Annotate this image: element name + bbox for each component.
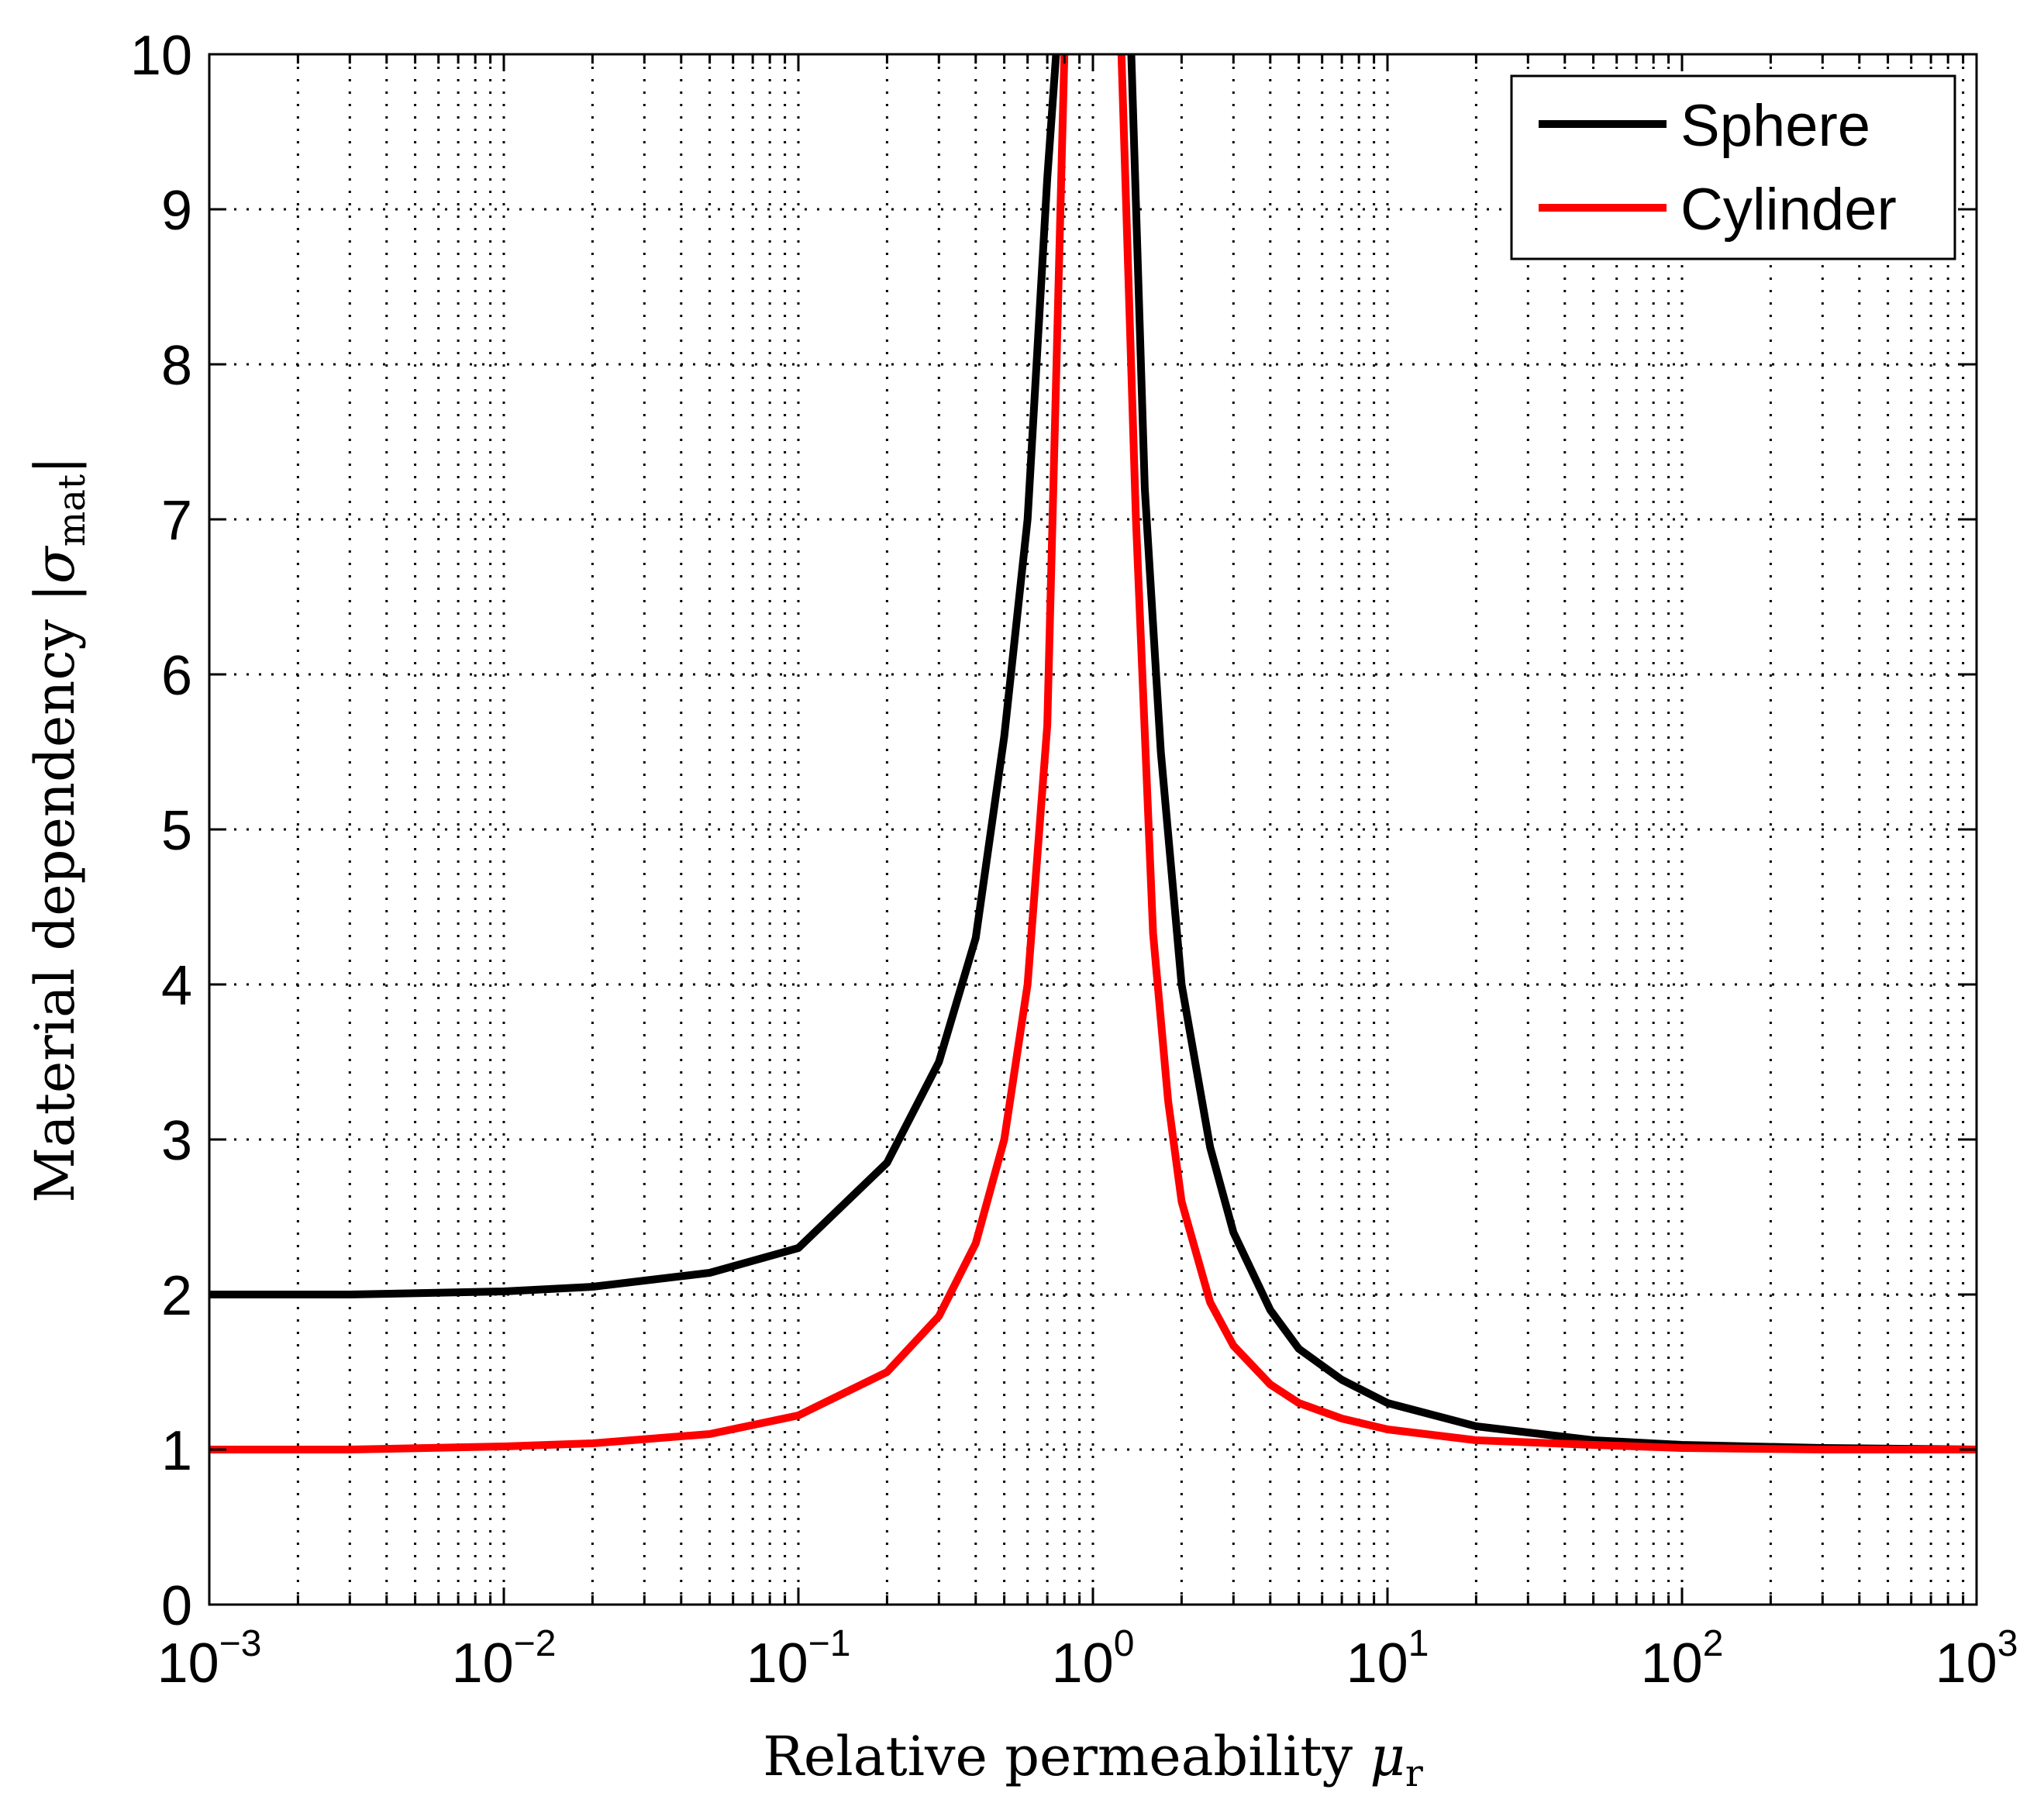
y-tick-label: 9 xyxy=(161,180,192,242)
series-line-cylinder-right xyxy=(1117,54,1977,1453)
tick-labels: 0 1 2 3 4 5 6 7 8 9 10 10−3 10−2 10−1 100 101 102 103 xyxy=(130,25,2018,1695)
x-tick-label: 103 xyxy=(1935,1623,2018,1695)
legend: Sphere Cylinder xyxy=(1510,74,1956,260)
y-tick-label: 3 xyxy=(161,1110,192,1172)
x-tick-label: 10−3 xyxy=(157,1623,262,1695)
y-tick-label: 2 xyxy=(161,1265,192,1327)
x-tick-label: 101 xyxy=(1346,1623,1429,1695)
x-tick-label: 10−2 xyxy=(452,1623,557,1695)
y-tick-label: 8 xyxy=(161,335,192,397)
axis-ticks xyxy=(209,53,1977,1606)
legend-label-cylinder: Cylinder xyxy=(1680,177,1897,243)
y-tick-label: 4 xyxy=(161,955,192,1017)
series-line-cylinder-left xyxy=(209,54,1069,1453)
x-tick-label: 102 xyxy=(1641,1623,1724,1695)
x-axis-label: Relative permeability μr xyxy=(763,1725,1423,1795)
y-axis-label-symbol: |σ xyxy=(23,545,87,602)
series-lines xyxy=(209,54,1977,1453)
y-axis-label-subscript: mat xyxy=(50,474,94,546)
legend-box xyxy=(1510,74,1956,260)
x-axis-label-main: Relative permeability xyxy=(763,1725,1370,1788)
y-axis-label-main: Material dependency xyxy=(23,602,87,1203)
y-tick-label: 6 xyxy=(161,645,192,707)
x-axis-label-symbol: μ xyxy=(1370,1725,1405,1788)
x-tick-label: 100 xyxy=(1052,1623,1135,1695)
y-tick-label: 5 xyxy=(161,800,192,862)
y-tick-label: 7 xyxy=(161,490,192,552)
x-axis-label-subscript: r xyxy=(1405,1752,1423,1795)
y-axis-label-close: | xyxy=(23,456,87,474)
legend-label-sphere: Sphere xyxy=(1680,93,1870,159)
grid xyxy=(209,54,1977,1605)
y-axis-label: Material dependency |σmat| xyxy=(23,456,94,1202)
x-tick-label: 10−1 xyxy=(746,1623,851,1695)
y-tick-label: 0 xyxy=(161,1575,192,1637)
y-tick-label: 10 xyxy=(130,25,192,87)
y-tick-label: 1 xyxy=(161,1420,192,1482)
series-line-sphere-left xyxy=(209,54,1060,1298)
